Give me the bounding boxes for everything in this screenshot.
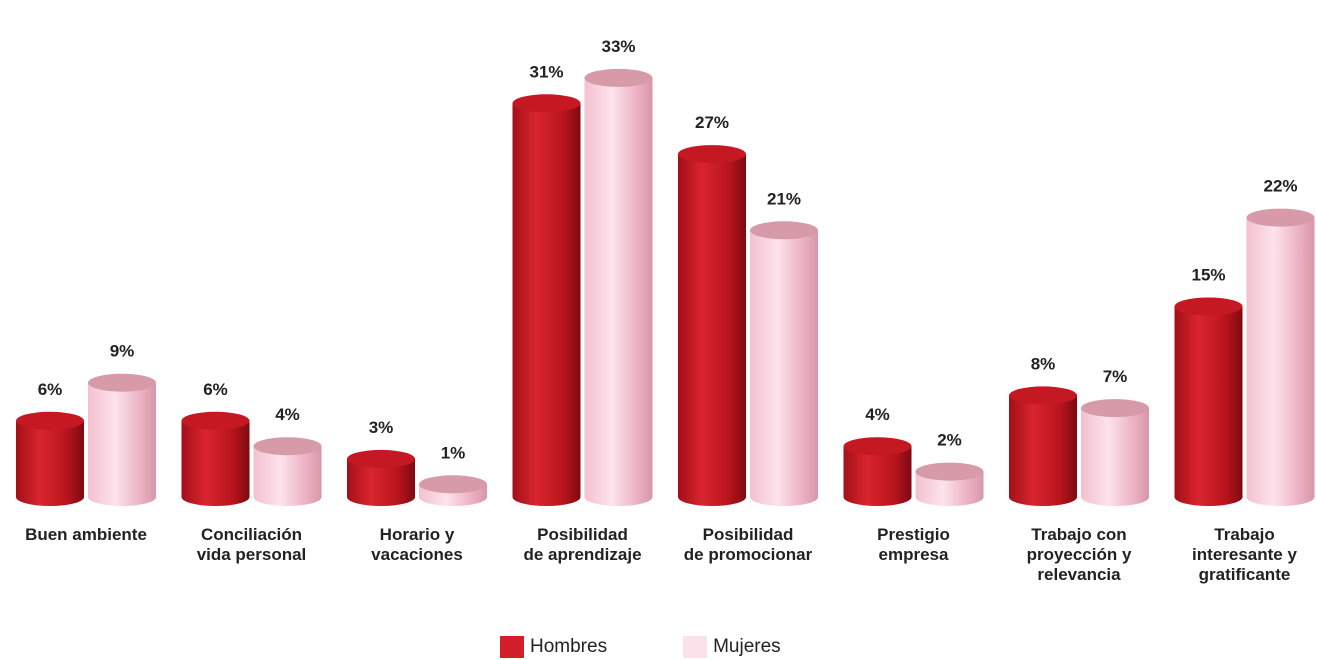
category-label-2: Horario y vacaciones	[371, 525, 463, 564]
bar-body	[253, 446, 322, 506]
bar-hombres-4	[678, 145, 746, 506]
value-label-hombres-6: 8%	[1031, 354, 1056, 373]
category-label-7: Trabajo interesante y gratificante	[1192, 525, 1297, 584]
bar-body	[584, 77, 653, 507]
bar-body	[843, 446, 912, 506]
bar-cap	[1174, 297, 1243, 316]
value-label-mujeres-1: 4%	[275, 405, 300, 424]
bar-body	[347, 458, 415, 506]
value-label-hombres-1: 6%	[203, 380, 228, 399]
bar-body	[750, 230, 818, 507]
value-label-mujeres-0: 9%	[110, 342, 135, 361]
category-label-5: Prestigio empresa	[877, 525, 950, 564]
legend-item-mujeres: Mujeres	[683, 636, 781, 658]
value-label-mujeres-5: 2%	[937, 431, 962, 450]
value-label-mujeres-3: 33%	[601, 37, 635, 56]
value-label-hombres-4: 27%	[695, 113, 729, 132]
bar-mujeres-0	[88, 373, 156, 506]
value-label-hombres-2: 3%	[369, 418, 394, 437]
bar-body	[678, 154, 746, 506]
bar-cap	[584, 68, 653, 87]
legend: Hombres Mujeres	[500, 636, 781, 658]
value-label-hombres-7: 15%	[1191, 266, 1225, 285]
legend-label-hombres: Hombres	[530, 636, 608, 657]
bar-cap	[1009, 386, 1077, 405]
bar-mujeres-7	[1246, 208, 1315, 506]
value-label-mujeres-4: 21%	[767, 189, 801, 208]
legend-item-hombres: Hombres	[500, 636, 607, 658]
value-label-hombres-0: 6%	[38, 380, 63, 399]
bar-body	[1081, 408, 1149, 506]
category-label-0: Buen ambiente	[25, 525, 147, 544]
category-label-3: Posibilidad de aprendizaje	[523, 525, 641, 564]
bar-cap	[1081, 399, 1149, 418]
bar-hombres-0	[16, 411, 84, 506]
bar-body	[181, 420, 250, 506]
legend-swatch-hombres	[500, 636, 524, 658]
bar-mujeres-2	[419, 475, 487, 506]
bar-mujeres-1	[253, 437, 322, 506]
bar-cap	[678, 145, 746, 164]
category-label-6: Trabajo con proyección y relevancia	[1027, 525, 1132, 584]
bar-body	[915, 471, 984, 506]
bar-body	[1009, 395, 1077, 506]
bar-hombres-7	[1174, 297, 1243, 506]
bar-mujeres-6	[1081, 399, 1149, 506]
bar-cap	[88, 373, 156, 392]
legend-label-mujeres: Mujeres	[713, 636, 781, 657]
bar-mujeres-5	[915, 462, 984, 506]
category-label-4: Posibilidad de promocionar	[684, 525, 813, 564]
bar-hombres-6	[1009, 386, 1077, 506]
bar-body	[512, 103, 581, 507]
bar-hombres-3	[512, 94, 581, 507]
category-label-1: Conciliación vida personal	[197, 525, 307, 564]
value-label-hombres-5: 4%	[865, 405, 890, 424]
bar-cap	[181, 411, 250, 430]
bar-cap	[16, 411, 84, 430]
bar-cap	[843, 437, 912, 456]
bar-cap	[512, 94, 581, 113]
value-label-mujeres-6: 7%	[1103, 367, 1128, 386]
value-label-mujeres-2: 1%	[441, 443, 466, 462]
bar-cap	[915, 462, 984, 481]
bar-body	[16, 420, 84, 506]
value-label-mujeres-7: 22%	[1263, 177, 1297, 196]
bar-body	[88, 382, 156, 506]
bar-cap	[1246, 208, 1315, 227]
bar-cap	[347, 449, 415, 468]
category-labels: Buen ambiente Conciliación vida personal Ho…	[25, 525, 1297, 584]
value-label-hombres-3: 31%	[529, 62, 563, 81]
bar-mujeres-4	[750, 221, 818, 507]
bar-hombres-2	[347, 449, 415, 506]
bar-cap	[750, 221, 818, 240]
bar-body	[1174, 306, 1243, 506]
bar-body	[1246, 217, 1315, 506]
legend-swatch-mujeres	[683, 636, 708, 658]
bar-hombres-1	[181, 411, 250, 506]
bar-mujeres-3	[584, 68, 653, 507]
bars-layer: 6% 9% 6% 4% 3% 1% 31% 33% 27% 21% 4% 2% 8% 7% 15% 22%	[16, 37, 1315, 507]
bar-cap	[419, 475, 487, 494]
bar-hombres-5	[843, 437, 912, 506]
bar-cap	[253, 437, 322, 456]
